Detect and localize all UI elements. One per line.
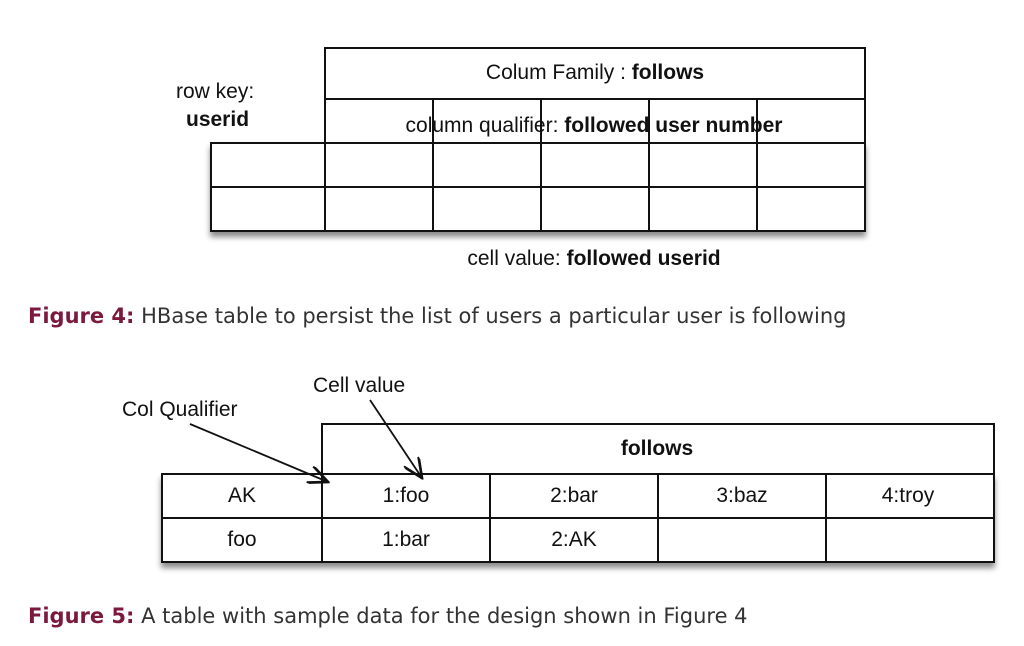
col-qualifier-annotation: Col Qualifier bbox=[122, 398, 238, 421]
table-cell: 1:foo bbox=[382, 484, 430, 507]
table-cell: 1:bar bbox=[382, 528, 430, 551]
cell-value-title: cell value: followed userid bbox=[467, 247, 720, 271]
table-cell: 3:baz bbox=[716, 484, 768, 507]
table-cell: 2:AK bbox=[551, 528, 597, 551]
figure5-caption: Figure 5: A table with sample data for t… bbox=[28, 604, 748, 628]
figure5-caption-text: A table with sample data for the design … bbox=[134, 604, 748, 628]
cell-value-value: followed userid bbox=[566, 247, 721, 270]
cell-value-arrow bbox=[369, 399, 422, 478]
figure5-table bbox=[161, 423, 995, 563]
column-qualifier-title: column qualifier: followed user number bbox=[406, 114, 783, 138]
figure4-caption-label: Figure 4: bbox=[28, 304, 135, 328]
column-family-value: follows bbox=[631, 61, 705, 84]
table-cell: 4:troy bbox=[881, 484, 935, 507]
col-qualifier-arrow bbox=[189, 423, 328, 482]
table-cell: AK bbox=[227, 484, 257, 507]
cell-value-annotation: Cell value bbox=[313, 374, 406, 397]
row-key-label: row key: bbox=[176, 80, 255, 103]
figure5-caption-label: Figure 5: bbox=[28, 604, 135, 628]
figure4-table bbox=[210, 47, 866, 232]
row-key-value: userid bbox=[186, 108, 250, 131]
column-family-title: Colum Family : follows bbox=[486, 61, 704, 85]
column-family-label: Colum Family : bbox=[485, 61, 632, 84]
column-qualifier-label: column qualifier: bbox=[405, 114, 565, 137]
cell-value-label: cell value: bbox=[467, 247, 567, 270]
column-qualifier-value: followed user number bbox=[564, 114, 783, 137]
figure4-caption: Figure 4: HBase table to persist the lis… bbox=[28, 304, 847, 328]
figure4-caption-text: HBase table to persist the list of users… bbox=[134, 304, 847, 328]
table-cell: foo bbox=[227, 528, 257, 551]
table-cell: 2:bar bbox=[550, 484, 598, 507]
family-header: follows bbox=[620, 437, 694, 460]
